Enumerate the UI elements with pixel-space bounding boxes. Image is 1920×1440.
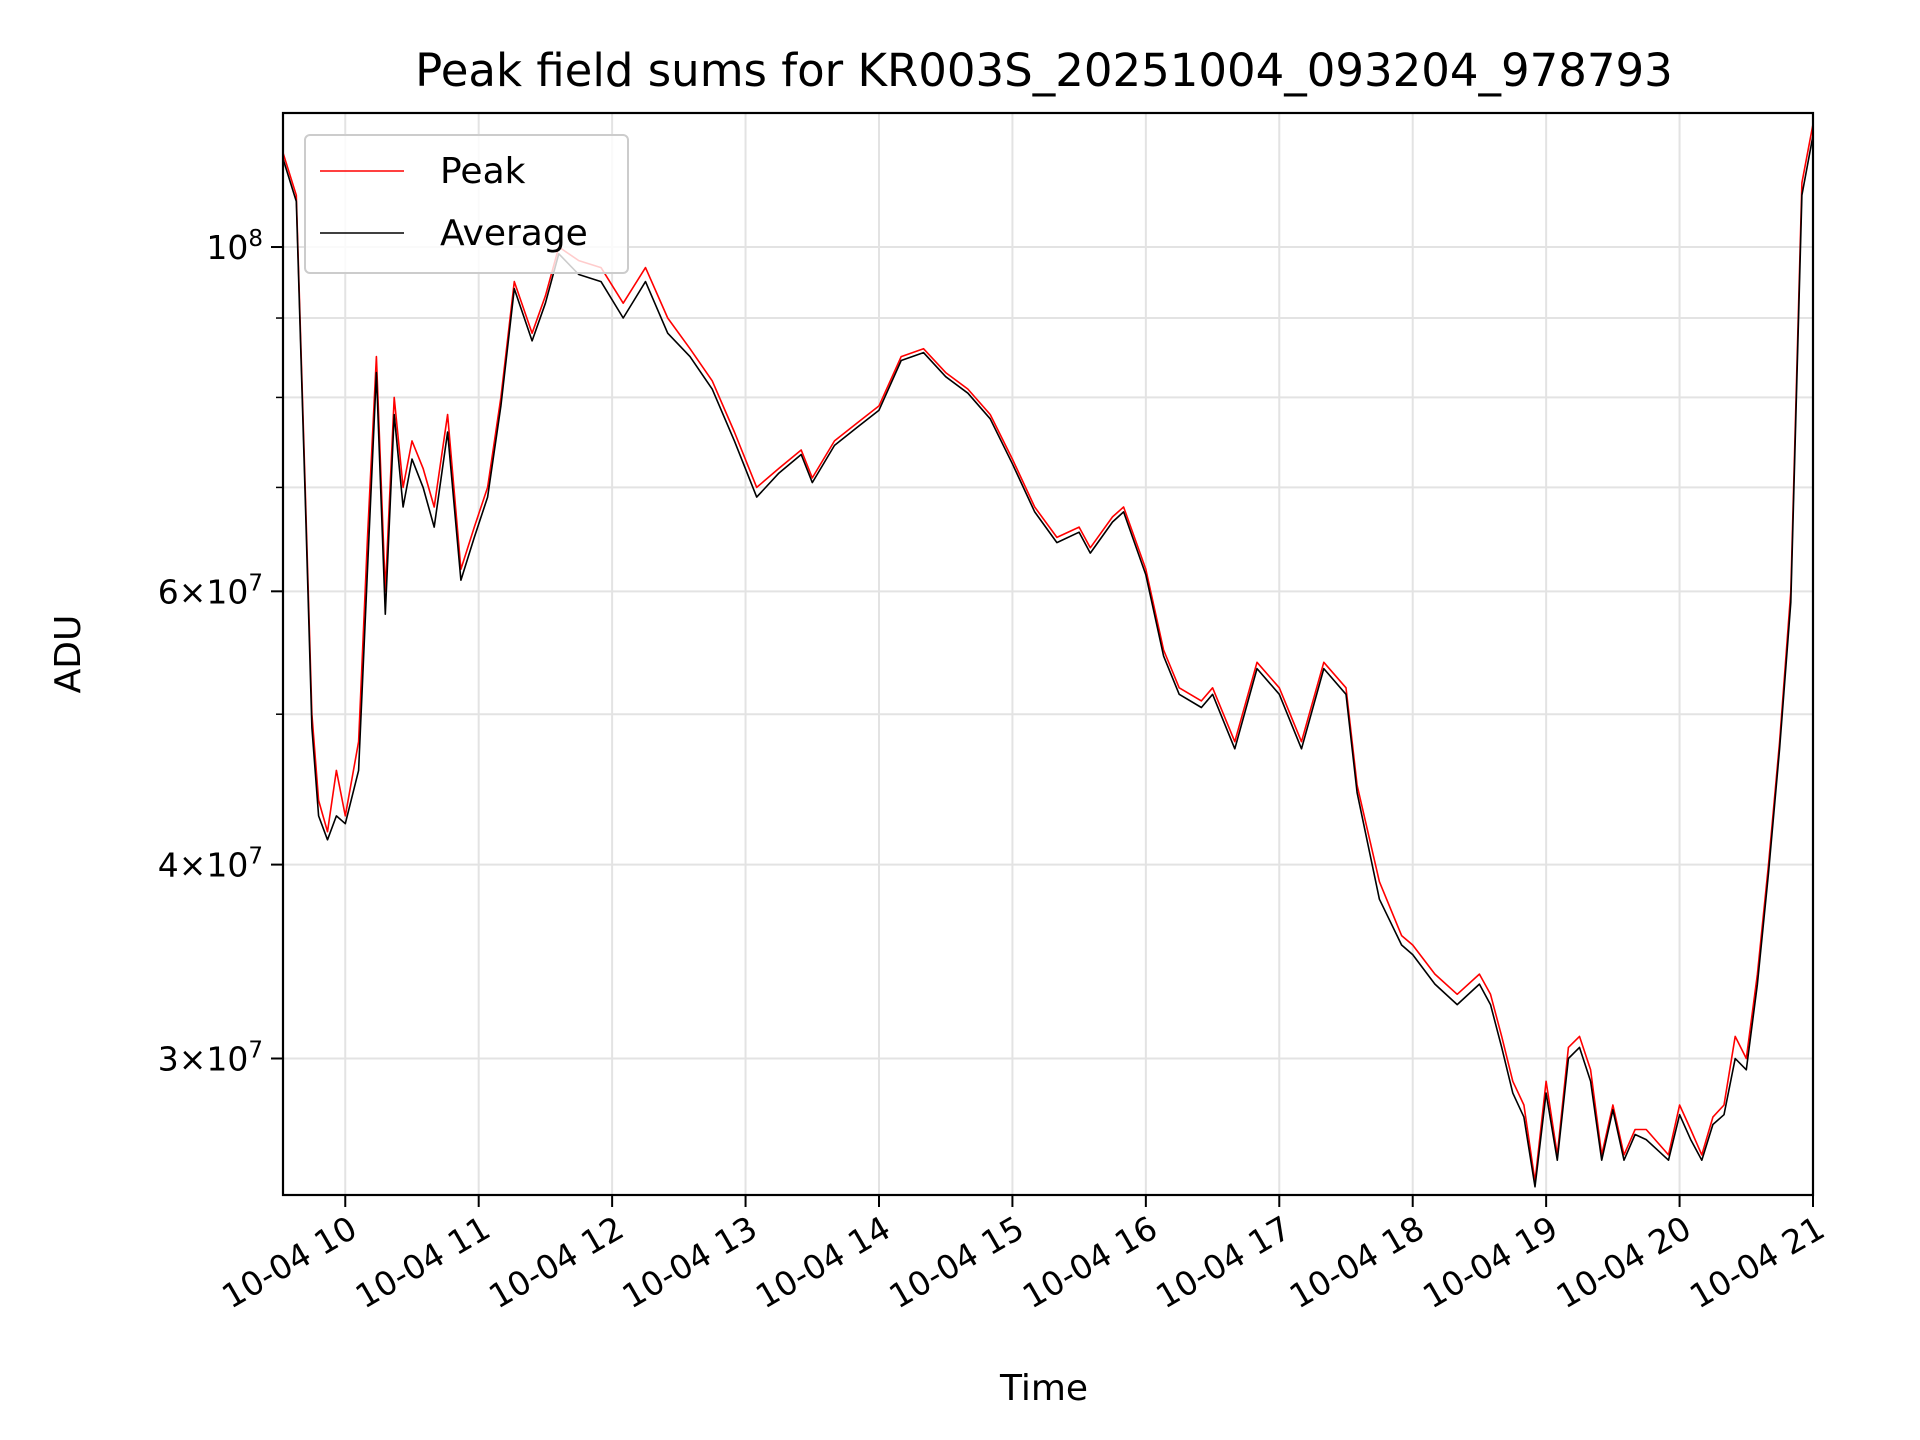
x-tick-label: 10-04 20: [1550, 1208, 1698, 1316]
legend-label-peak: Peak: [440, 151, 526, 192]
x-tick-label: 10-04 17: [1149, 1208, 1297, 1316]
chart-title: Peak field sums for KR003S_20251004_0932…: [415, 44, 1673, 97]
x-tick-label: 10-04 13: [616, 1208, 764, 1316]
x-tick-label: 10-04 14: [749, 1208, 897, 1316]
y-tick-label: 108: [206, 226, 263, 267]
legend-label-average: Average: [440, 213, 588, 254]
legend: Peak Average: [304, 134, 629, 274]
x-tick-label: 10-04 12: [482, 1208, 630, 1316]
x-tick-label: 10-04 10: [215, 1208, 363, 1316]
x-tick-label: 10-04 11: [349, 1208, 497, 1316]
x-axis-label: Time: [999, 1368, 1088, 1409]
series-line-peak: [282, 123, 1814, 1183]
y-tick-label: 3×107: [158, 1037, 263, 1078]
x-tick-label: 10-04 21: [1683, 1208, 1831, 1316]
x-tick-label: 10-04 15: [882, 1208, 1030, 1316]
series-layer: [282, 123, 1814, 1188]
grid: [283, 113, 1814, 1195]
x-tick-label: 10-04 19: [1416, 1208, 1564, 1316]
x-tick-label: 10-04 16: [1016, 1208, 1164, 1316]
y-tick-label: 4×107: [158, 844, 263, 885]
y-axis: 3×107 4×107 6×107 108: [158, 226, 283, 1078]
legend-box: [304, 134, 629, 274]
y-axis-label: ADU: [48, 615, 89, 694]
plot-area-frame: [281, 111, 1815, 1197]
series-line-average: [282, 135, 1814, 1188]
x-tick-label: 10-04 18: [1283, 1208, 1431, 1316]
y-tick-label: 6×107: [158, 570, 263, 611]
